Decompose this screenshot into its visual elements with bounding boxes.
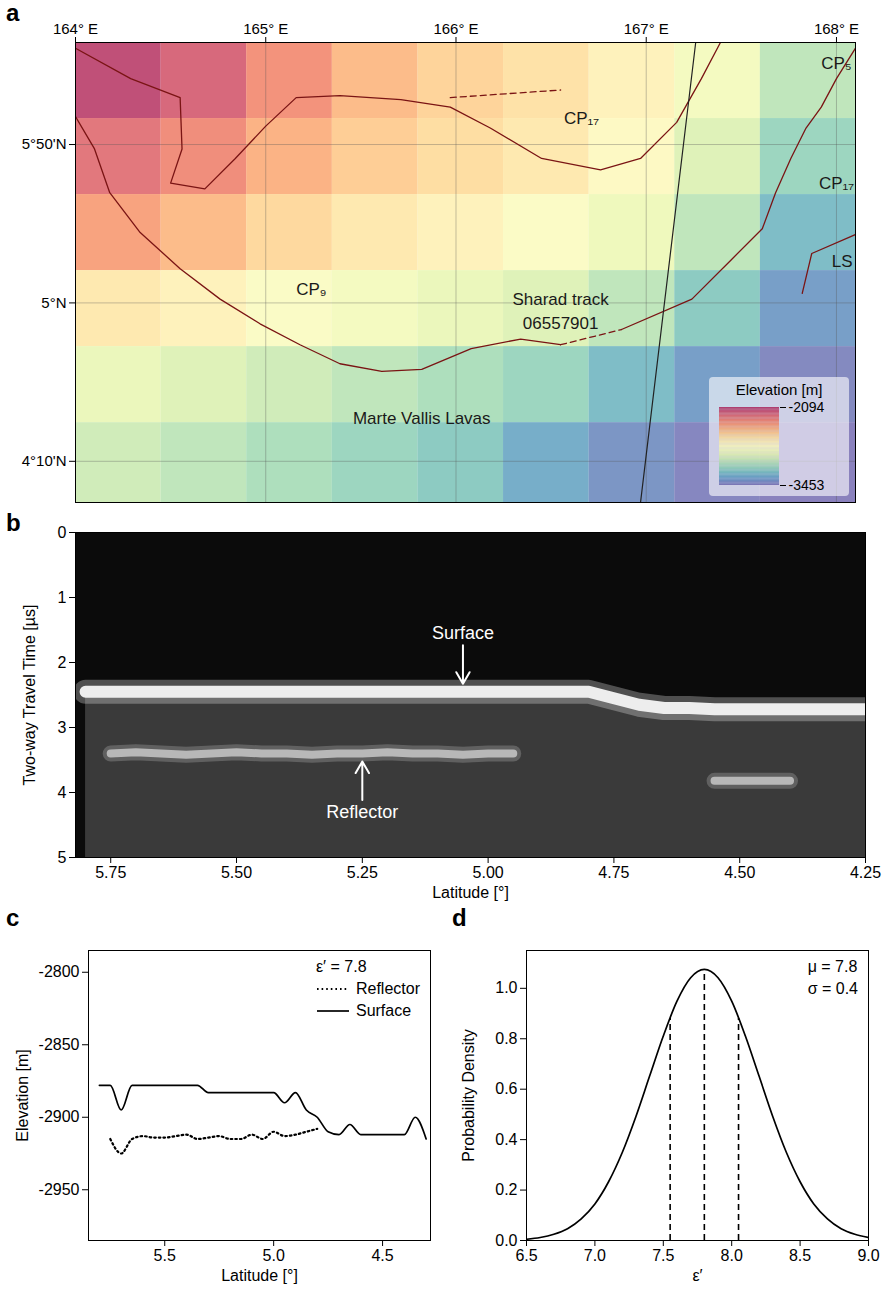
svg-text:0: 0 <box>58 524 67 541</box>
svg-text:5.0: 5.0 <box>263 1247 285 1264</box>
svg-text:5.50: 5.50 <box>221 864 252 881</box>
svg-text:5: 5 <box>58 849 67 866</box>
svg-text:-2094: -2094 <box>789 399 825 415</box>
svg-text:4: 4 <box>58 784 67 801</box>
svg-text:-2950: -2950 <box>39 1181 80 1198</box>
svg-text:LS: LS <box>832 252 853 271</box>
svg-text:166° E: 166° E <box>433 20 478 37</box>
svg-text:8.5: 8.5 <box>789 1247 811 1264</box>
svg-text:5.75: 5.75 <box>95 864 126 881</box>
svg-text:5.25: 5.25 <box>347 864 378 881</box>
svg-text:Sharad track: Sharad track <box>512 290 609 309</box>
html-text:c: c <box>6 904 20 931</box>
svg-text:Latitude [°]: Latitude [°] <box>221 1267 298 1284</box>
html-text:Surface: Surface <box>356 1002 412 1019</box>
svg-text:0.0: 0.0 <box>495 1232 517 1249</box>
svg-text:8.0: 8.0 <box>721 1247 743 1264</box>
svg-text:5.5: 5.5 <box>154 1247 176 1264</box>
html-text:Elevation [m]: Elevation [m] <box>735 381 823 398</box>
svg-text:165° E: 165° E <box>243 20 288 37</box>
svg-text:-2800: -2800 <box>39 963 80 980</box>
svg-text:168° E: 168° E <box>814 20 859 37</box>
svg-text:5.00: 5.00 <box>473 864 504 881</box>
svg-text:Probability Density: Probability Density <box>460 1029 477 1162</box>
svg-text:1: 1 <box>58 589 67 606</box>
svg-text:ε′: ε′ <box>692 1267 702 1284</box>
svg-text:-3453: -3453 <box>789 477 825 493</box>
svg-text:4.25: 4.25 <box>850 864 881 881</box>
html-text:μ = 7.8: μ = 7.8 <box>807 958 858 975</box>
html-text:ε′ = 7.8: ε′ = 7.8 <box>316 958 367 975</box>
svg-text:3: 3 <box>58 719 67 736</box>
svg-text:Elevation [m]: Elevation [m] <box>14 1049 31 1141</box>
svg-text:Reflector: Reflector <box>326 802 398 822</box>
html-text:d: d <box>452 904 467 931</box>
svg-text:5°50'N: 5°50'N <box>22 135 67 152</box>
svg-text:-2850: -2850 <box>39 1036 80 1053</box>
svg-text:4°10'N: 4°10'N <box>22 452 67 469</box>
svg-text:CP₅: CP₅ <box>821 54 851 73</box>
svg-text:0.4: 0.4 <box>495 1131 517 1148</box>
svg-text:0.8: 0.8 <box>495 1030 517 1047</box>
html-text:σ = 0.4: σ = 0.4 <box>807 980 858 997</box>
svg-text:CP₉: CP₉ <box>296 280 326 299</box>
svg-text:06557901: 06557901 <box>523 314 599 333</box>
svg-text:164° E: 164° E <box>53 20 98 37</box>
svg-text:Surface: Surface <box>432 623 494 643</box>
svg-text:4.75: 4.75 <box>598 864 629 881</box>
svg-text:-2900: -2900 <box>39 1108 80 1125</box>
svg-text:4.5: 4.5 <box>371 1247 393 1264</box>
svg-text:Latitude [°]: Latitude [°] <box>432 884 509 901</box>
svg-text:CP₁₇: CP₁₇ <box>564 109 599 128</box>
svg-text:6.5: 6.5 <box>515 1247 537 1264</box>
svg-text:Marte Vallis Lavas: Marte Vallis Lavas <box>353 409 491 428</box>
html-text:b: b <box>6 509 21 536</box>
svg-text:4.50: 4.50 <box>724 864 755 881</box>
svg-text:7.0: 7.0 <box>584 1247 606 1264</box>
svg-text:0.2: 0.2 <box>495 1181 517 1198</box>
html-text:Reflector: Reflector <box>356 980 420 997</box>
svg-text:2: 2 <box>58 654 67 671</box>
svg-text:9.0: 9.0 <box>857 1247 879 1264</box>
html-text:a: a <box>6 0 20 26</box>
svg-text:0.6: 0.6 <box>495 1080 517 1097</box>
svg-text:CP₁₇: CP₁₇ <box>819 174 854 193</box>
svg-text:1.0: 1.0 <box>495 979 517 996</box>
svg-text:Two-way Travel Time [µs]: Two-way Travel Time [µs] <box>21 605 38 786</box>
svg-text:7.5: 7.5 <box>652 1247 674 1264</box>
svg-text:5°N: 5°N <box>41 294 66 311</box>
svg-text:167° E: 167° E <box>624 20 669 37</box>
